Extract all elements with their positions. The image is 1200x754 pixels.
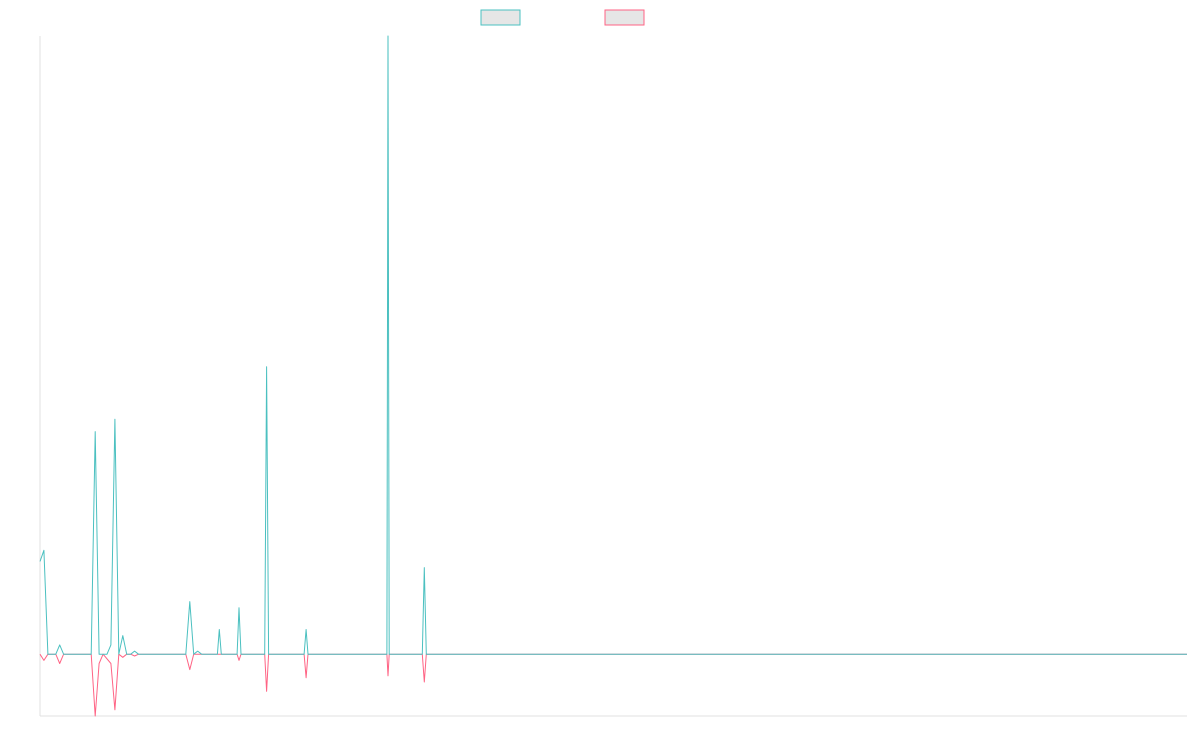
series-2-line — [39, 653, 1187, 717]
legend-swatch-series-1[interactable] — [480, 9, 521, 26]
series-layer — [39, 35, 1187, 717]
series-1-line — [39, 35, 1187, 655]
axes — [39, 36, 1187, 717]
legend[interactable] — [480, 9, 645, 26]
legend-swatch-series-2[interactable] — [604, 9, 645, 26]
